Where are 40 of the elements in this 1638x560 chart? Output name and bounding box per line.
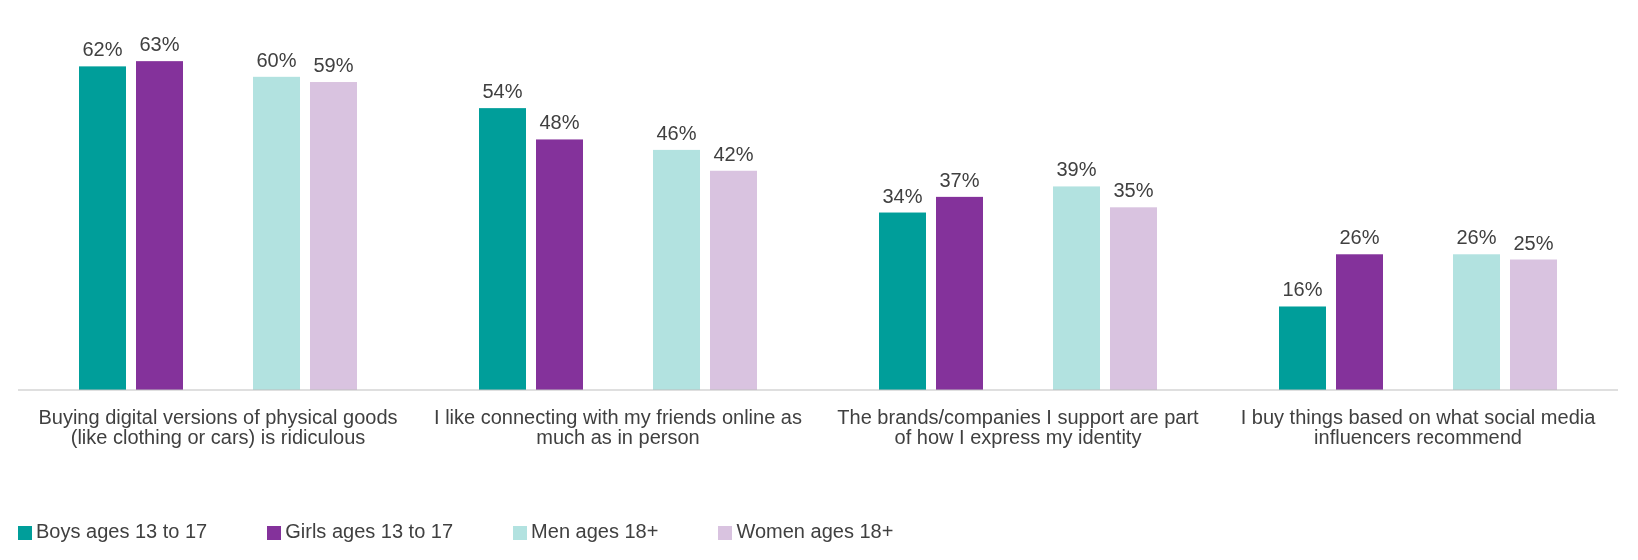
legend-label: Men ages 18+	[531, 520, 659, 542]
data-label: 26%	[1339, 226, 1380, 249]
data-label: 16%	[1282, 278, 1323, 301]
data-label: 48%	[539, 111, 580, 134]
data-label: 62%	[82, 38, 123, 61]
bar	[79, 66, 126, 390]
x-tick-label: I like connecting with my friends online as much as in person	[434, 406, 802, 449]
data-label: 37%	[939, 168, 980, 191]
data-label: 35%	[1113, 179, 1154, 202]
bar	[1510, 259, 1557, 390]
legend-label: Women ages 18+	[736, 520, 894, 542]
bar	[936, 196, 983, 390]
data-label: 54%	[482, 80, 523, 103]
bar	[1053, 186, 1100, 390]
bar	[253, 76, 300, 390]
data-label: 60%	[256, 48, 297, 71]
data-label: 63%	[139, 33, 180, 56]
data-label: 26%	[1456, 226, 1497, 249]
x-tick-label: The brands/companies I support are part of how I express my identity	[837, 406, 1200, 449]
bar	[310, 82, 357, 390]
legend-label: Girls ages 13 to 17	[285, 520, 454, 542]
data-label: 42%	[713, 142, 754, 165]
x-tick-label: Buying digital versions of physical goods (like clothing or cars) is ridiculous	[38, 406, 398, 449]
bar	[1336, 254, 1383, 390]
legend-label: Boys ages 13 to 17	[36, 520, 208, 542]
data-label: 39%	[1056, 158, 1097, 181]
bar	[1110, 207, 1157, 390]
bar	[136, 61, 183, 390]
bar	[1279, 306, 1326, 390]
data-label: 59%	[313, 54, 354, 77]
bar	[479, 108, 526, 390]
bar	[653, 149, 700, 390]
x-tick-label: I buy things based on what social media influencers recommend	[1240, 406, 1597, 449]
bar	[879, 212, 926, 390]
data-label: 34%	[882, 184, 923, 207]
data-label: 25%	[1513, 231, 1554, 254]
data-label: 46%	[656, 121, 697, 144]
bar	[710, 170, 757, 390]
bar	[536, 139, 583, 390]
bar	[1453, 254, 1500, 390]
